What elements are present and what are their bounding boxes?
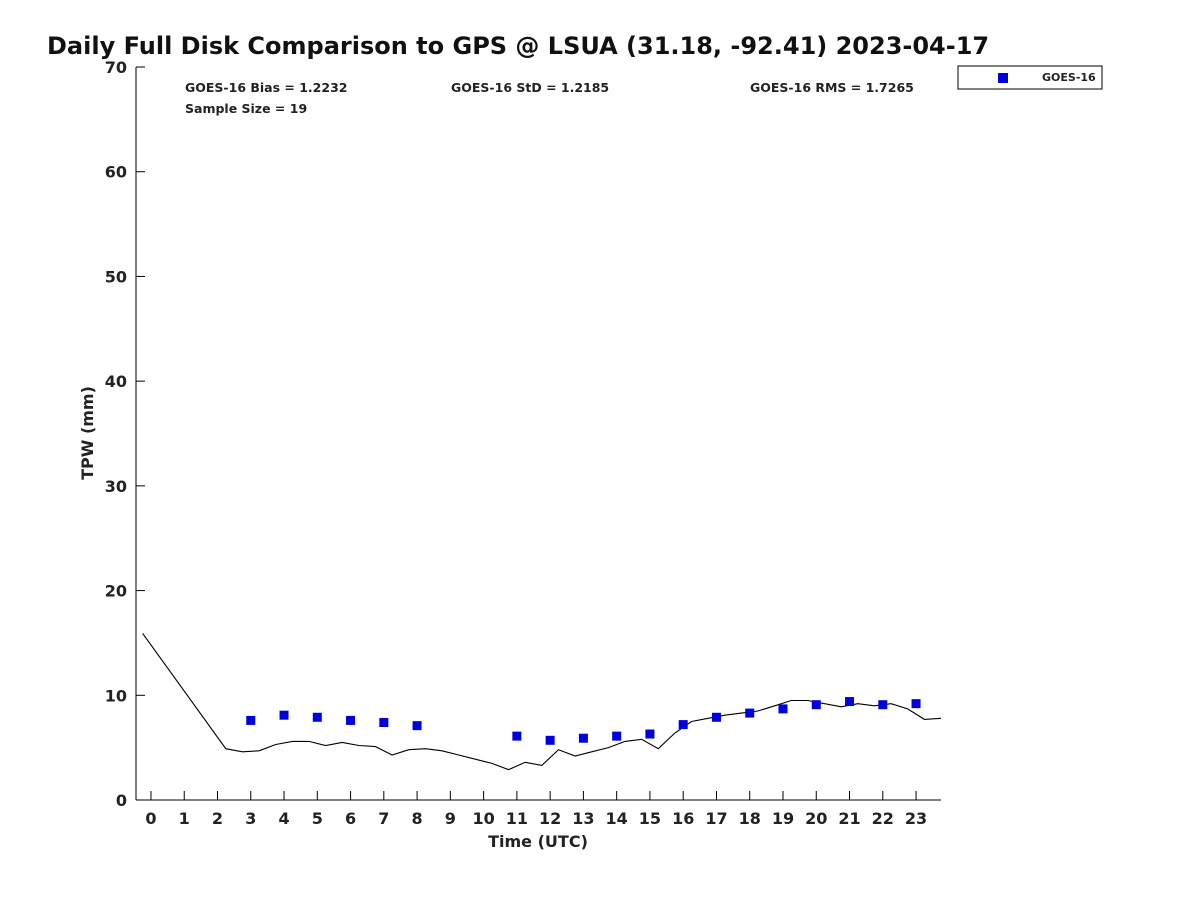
x-tick-label: 4	[278, 809, 289, 828]
goes16-point	[545, 735, 555, 745]
std-stat: GOES-16 StD = 1.2185	[451, 80, 609, 95]
goes16-point	[246, 715, 256, 725]
goes16-point	[279, 710, 289, 720]
x-tick-label: 2	[212, 809, 223, 828]
x-tick-label: 15	[639, 809, 661, 828]
legend-label-goes16: GOES-16	[1042, 71, 1096, 84]
y-tick-label: 70	[105, 58, 127, 77]
x-tick-label: 23	[905, 809, 927, 828]
x-tick-label: 18	[739, 809, 761, 828]
x-tick-label: 6	[345, 809, 356, 828]
x-tick-label: 5	[312, 809, 323, 828]
goes16-point	[312, 712, 322, 722]
x-tick-label: 1	[179, 809, 190, 828]
x-tick-label: 12	[539, 809, 561, 828]
x-ticks: 0 1 2 3 4 5 6 7 8 9 10 11 12 13 14 15 16 17 18 19 20 21 22 23	[145, 791, 927, 828]
x-tick-label: 14	[606, 809, 628, 828]
x-tick-label: 9	[445, 809, 456, 828]
x-axis-title: Time (UTC)	[488, 832, 588, 851]
x-tick-label: 13	[572, 809, 594, 828]
goes16-point	[578, 733, 588, 743]
y-tick-label: 40	[105, 372, 127, 391]
x-tick-label: 20	[805, 809, 827, 828]
goes16-point	[512, 731, 522, 741]
goes16-point	[711, 712, 721, 722]
chart-title: Daily Full Disk Comparison to GPS @ LSUA…	[47, 32, 989, 60]
y-tick-label: 20	[105, 582, 127, 601]
y-tick-label: 10	[105, 686, 127, 705]
goes16-point	[911, 699, 921, 709]
x-tick-label: 8	[412, 809, 423, 828]
goes16-point	[346, 715, 356, 725]
bias-stat: GOES-16 Bias = 1.2232	[185, 80, 347, 95]
goes16-point	[645, 729, 655, 739]
goes16-point	[878, 700, 888, 710]
goes16-point	[778, 704, 788, 714]
legend: GOES-16	[957, 65, 1103, 90]
goes16-point	[845, 697, 855, 707]
axes	[135, 67, 941, 801]
y-tick-label: 30	[105, 477, 127, 496]
x-tick-label: 7	[378, 809, 389, 828]
y-tick-label: 0	[116, 791, 127, 810]
rms-stat: GOES-16 RMS = 1.7265	[750, 80, 914, 95]
x-tick-label: 16	[672, 809, 694, 828]
y-tick-label: 50	[105, 267, 127, 286]
series-layer	[142, 633, 942, 771]
x-tick-label: 17	[705, 809, 727, 828]
sample-size-stat: Sample Size = 19	[185, 101, 307, 116]
goes16-point	[379, 718, 389, 728]
goes16-point	[678, 720, 688, 730]
legend-box	[957, 65, 1103, 90]
x-tick-label: 11	[506, 809, 528, 828]
gps-line	[142, 633, 942, 771]
goes16-point	[811, 700, 821, 710]
stats-annotations: GOES-16 Bias = 1.2232 GOES-16 StD = 1.21…	[185, 80, 914, 116]
goes16-point	[745, 708, 755, 718]
x-tick-label: 10	[472, 809, 494, 828]
x-tick-label: 0	[145, 809, 156, 828]
x-tick-label: 19	[772, 809, 794, 828]
y-ticks: 0 10 20 30 40 50 60 70	[105, 58, 145, 810]
legend-marker-goes16	[998, 73, 1008, 83]
goes16-point	[612, 731, 622, 741]
x-tick-label: 3	[245, 809, 256, 828]
y-axis-title: TPW (mm)	[78, 386, 97, 480]
x-tick-label: 21	[838, 809, 860, 828]
goes16-point	[412, 721, 422, 731]
y-tick-label: 60	[105, 163, 127, 182]
x-tick-label: 22	[872, 809, 894, 828]
